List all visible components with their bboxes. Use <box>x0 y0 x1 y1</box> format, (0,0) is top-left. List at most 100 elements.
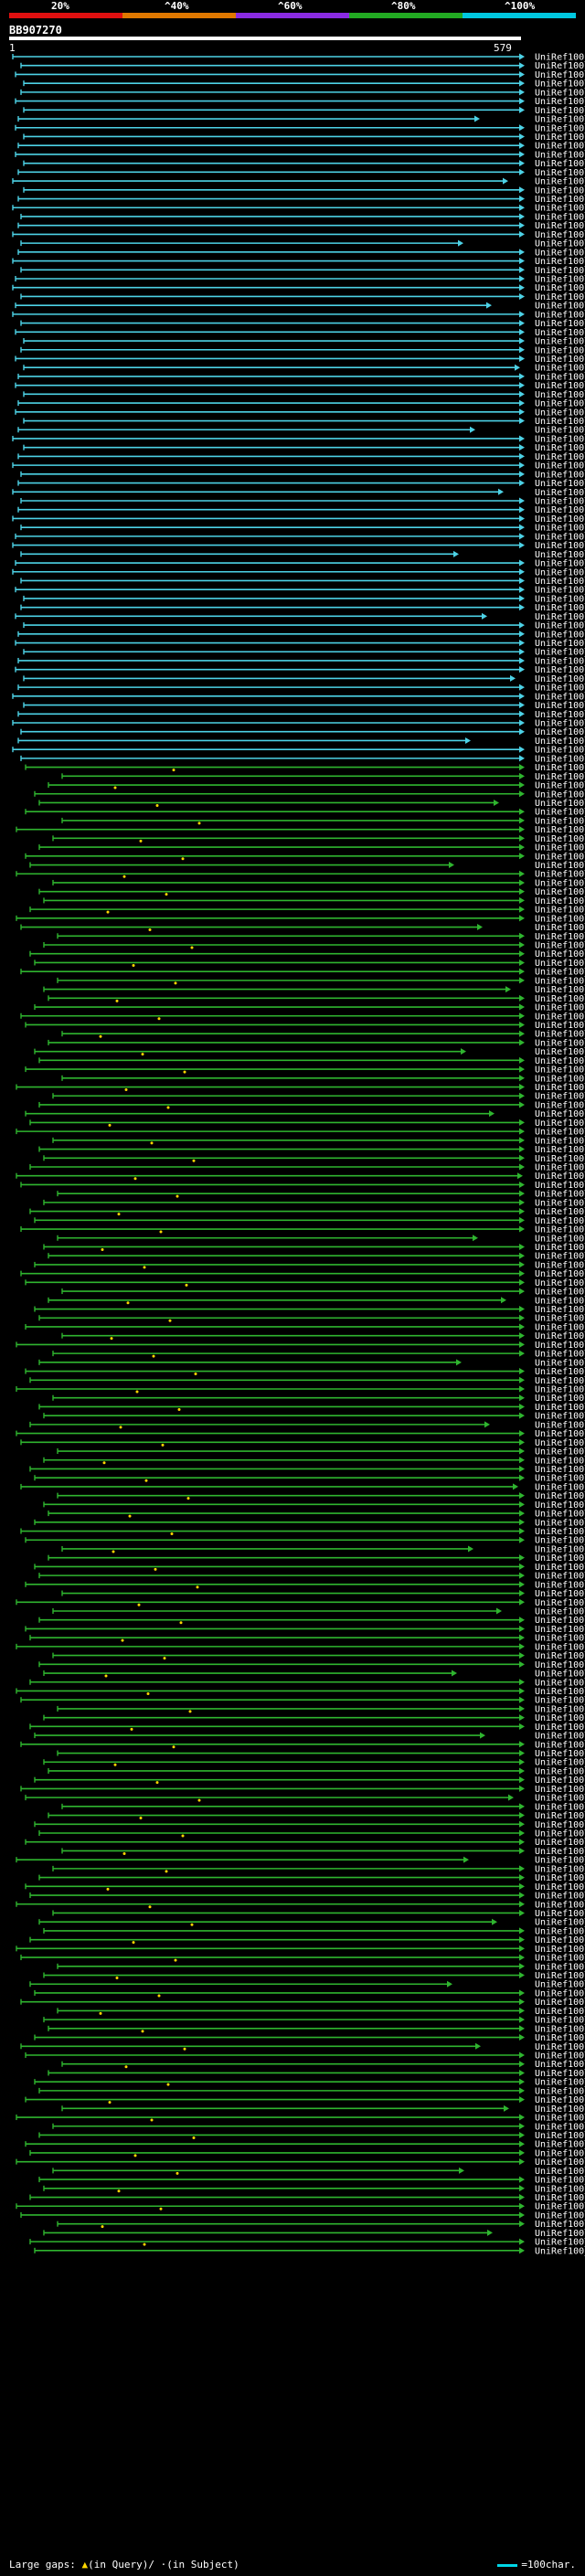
hit-label[interactable]: UniRef100_Q5Z0J4 <box>535 1190 585 1200</box>
hit-label[interactable]: UniRef100_A7QD24 <box>535 1420 585 1430</box>
hit-label[interactable]: UniRef100_Q6K3R2 <box>535 1056 585 1066</box>
hit-label[interactable]: UniRef100_B9RBT7 <box>535 1065 585 1076</box>
hit-label[interactable]: UniRef100_B7FKF6 <box>535 1704 585 1714</box>
hit-label[interactable]: UniRef100_B9GMB4 <box>535 292 585 302</box>
hit-label[interactable]: UniRef100_Q00L09 <box>535 2007 585 2017</box>
hit-label[interactable]: UniRef100_A7QU25 <box>535 1216 585 1226</box>
hit-label[interactable]: UniRef100_Q00L44 <box>535 2202 585 2212</box>
hit-label[interactable]: UniRef100_A7QH56 <box>535 70 585 80</box>
hit-label[interactable]: UniRef100_Q6Z152 <box>535 1314 585 1324</box>
hit-label[interactable]: UniRef100_C5WXV0 <box>535 1358 585 1368</box>
hit-label[interactable]: UniRef100_B4FSP0 <box>535 1403 585 1413</box>
hit-label[interactable]: UniRef100_C7J7A3 <box>535 1873 585 1883</box>
hit-label[interactable]: UniRef100_A9TMU6 <box>535 1544 585 1554</box>
hit-label[interactable]: UniRef100_B6VES8 <box>535 932 585 942</box>
hit-label[interactable]: UniRef100_A7R2N9 <box>535 1456 585 1466</box>
hit-label[interactable]: UniRef100_Q07474 <box>535 1092 585 1102</box>
hit-label[interactable]: UniRef100_Q9FSC6 <box>535 106 585 116</box>
hit-label[interactable]: UniRef100_C5YLL4 <box>535 541 585 551</box>
hit-label[interactable]: UniRef100_Q00LH3 <box>535 1563 585 1573</box>
hit-label[interactable]: UniRef100_B9G2F7 <box>535 959 585 969</box>
hit-label[interactable]: UniRef100_B9F532 <box>535 1926 585 1936</box>
hit-label[interactable]: UniRef100_C0Z2K0 <box>535 452 585 462</box>
hit-label[interactable]: UniRef100_C5X4M4 <box>535 1811 585 1821</box>
hit-label[interactable]: UniRef100_B5LAU0 <box>535 417 585 427</box>
hit-label[interactable]: UniRef100_Q6ZNO0 <box>535 550 585 560</box>
hit-label[interactable]: UniRef100_Q2Q2R6 <box>535 1945 585 1955</box>
hit-label[interactable]: UniRef100_Q6ZNO1 <box>535 381 585 391</box>
hit-label[interactable]: UniRef100_B9SFX4 <box>535 2060 585 2070</box>
hit-label[interactable]: UniRef100_A3BF17 <box>535 754 585 764</box>
hit-label[interactable]: UniRef100_C5YSD3 <box>535 355 585 365</box>
hit-label[interactable]: UniRef100_A9NM29 <box>535 345 585 355</box>
hit-label[interactable]: UniRef100_Q4U114 <box>535 470 585 480</box>
hit-label[interactable]: UniRef100_Q1EL79 <box>535 461 585 472</box>
hit-label[interactable]: UniRef100_C5X4N6 <box>535 1829 585 1839</box>
hit-label[interactable]: UniRef100_Q9S9N2 <box>535 914 585 924</box>
hit-label[interactable]: UniRef100_Q1Z7J0 <box>535 1181 585 1191</box>
hit-label[interactable]: UniRef100_UP1000... <box>535 1296 585 1306</box>
hit-label[interactable]: UniRef100_Q9ZRQ9 <box>535 1118 585 1129</box>
hit-label[interactable]: UniRef100_UP1000... <box>535 2140 585 2150</box>
hit-label[interactable]: UniRef100_A6MU58 <box>535 825 585 835</box>
hit-label[interactable]: UniRef100_A6B273 <box>535 2131 585 2141</box>
hit-label[interactable]: UniRef100_UP1000... <box>535 1598 585 1608</box>
hit-label[interactable]: UniRef100_C5WFN2 <box>535 1252 585 1262</box>
hit-label[interactable]: UniRef100_A2YF60 <box>535 1572 585 1582</box>
hit-label[interactable]: UniRef100_B3TLU8 <box>535 1732 585 1742</box>
hit-label[interactable]: UniRef100_B9SFQ0 <box>535 204 585 214</box>
hit-label[interactable]: UniRef100_A6MRQ6 <box>535 2176 585 2186</box>
hit-label[interactable]: UniRef100_UP1000... <box>535 1207 585 1217</box>
hit-label[interactable]: UniRef100_Q9SQK0 <box>535 1749 585 1759</box>
hit-label[interactable]: UniRef100_A7QN71 <box>535 2220 585 2230</box>
hit-label[interactable]: UniRef100_C6TNK8 <box>535 212 585 222</box>
hit-label[interactable]: UniRef100_Q00LM9 <box>535 1864 585 1874</box>
hit-label[interactable]: UniRef100_C5Y112 <box>535 2157 585 2168</box>
hit-label[interactable]: UniRef100_B9HNA4 <box>535 1350 585 1360</box>
hit-label[interactable]: UniRef100_B7EM60 <box>535 1634 585 1644</box>
hit-label[interactable]: UniRef100_Q6ZV80 <box>535 834 585 844</box>
hit-label[interactable]: UniRef100_C0PUW8 <box>535 524 585 534</box>
hit-label[interactable]: UniRef100_A9TCP8 <box>535 1962 585 1972</box>
hit-label[interactable]: UniRef100_Q6KIT4 <box>535 976 585 986</box>
hit-label[interactable]: UniRef100_B6U6R0 <box>535 808 585 818</box>
hit-label[interactable]: UniRef100_Q6K3Q0 <box>535 701 585 711</box>
hit-label[interactable]: UniRef100_B9G155 <box>535 799 585 809</box>
hit-label[interactable]: UniRef100_Q00W27 <box>535 994 585 1004</box>
hit-label[interactable]: UniRef100_Q6VUX5 <box>535 1553 585 1564</box>
hit-label[interactable]: UniRef100_Q00L11 <box>535 1074 585 1084</box>
hit-label[interactable]: UniRef100_B6TR31 <box>535 1500 585 1511</box>
hit-label[interactable]: UniRef100_A9NU33 <box>535 1776 585 1786</box>
hit-label[interactable]: UniRef100_B4G1V4 <box>535 2246 585 2256</box>
hit-label[interactable]: UniRef100_Q9ZT91 <box>535 266 585 276</box>
hit-label[interactable]: UniRef100_A9UQ55 <box>535 150 585 160</box>
hit-label[interactable]: UniRef100_B9FFZ6 <box>535 2033 585 2043</box>
hit-label[interactable]: UniRef100_Q6V5J6 <box>535 123 585 133</box>
hit-label[interactable]: UniRef100_Q5WQM2 <box>535 1305 585 1315</box>
hit-label[interactable]: UniRef100_B8BF94 <box>535 594 585 604</box>
hit-label[interactable]: UniRef100_Q62185 <box>535 746 585 756</box>
hit-label[interactable]: UniRef100_Q53T90 <box>535 1670 585 1680</box>
hit-label[interactable]: UniRef100_Q00GL0 <box>535 88 585 98</box>
hit-label[interactable]: UniRef100_C5Z671 <box>535 1278 585 1288</box>
hit-label[interactable]: UniRef100_A7QZ29 <box>535 1518 585 1528</box>
hit-label[interactable]: UniRef100_A2YH45 <box>535 1820 585 1830</box>
hit-label[interactable]: UniRef100_Q8H1M5 <box>535 1128 585 1138</box>
hit-label[interactable]: UniRef100_C5WNV7 <box>535 790 585 800</box>
hit-label[interactable]: UniRef100_Q6S3D7 <box>535 159 585 169</box>
hit-label[interactable]: UniRef100_B9F3E3 <box>535 1083 585 1093</box>
hit-label[interactable]: UniRef100_Q7YHH8 <box>535 115 585 125</box>
hit-label[interactable]: UniRef100_B6TRK7 <box>535 488 585 498</box>
hit-label[interactable]: UniRef100_Q9M837 <box>535 772 585 782</box>
hit-label[interactable]: UniRef100_A2XVX8 <box>535 1038 585 1048</box>
hit-label[interactable]: UniRef100_Q9M631 <box>535 221 585 231</box>
hit-label[interactable]: UniRef100_Q6ZNO2 <box>535 443 585 453</box>
hit-label[interactable]: UniRef100_C5X4M5 <box>535 1367 585 1377</box>
hit-label[interactable]: UniRef100_Q2Z1Z0 <box>535 1198 585 1208</box>
hit-label[interactable]: UniRef100_Q93AM9 <box>535 577 585 587</box>
hit-label[interactable]: UniRef100_B9N9Z4 <box>535 248 585 258</box>
hit-label[interactable]: UniRef100_C4J5L7 <box>535 1394 585 1404</box>
hit-label[interactable]: UniRef100_Q4391 <box>535 1935 585 1945</box>
hit-label[interactable]: UniRef100_A6UNN6 <box>535 612 585 622</box>
hit-label[interactable]: UniRef100_B5SUQ5 <box>535 97 585 107</box>
